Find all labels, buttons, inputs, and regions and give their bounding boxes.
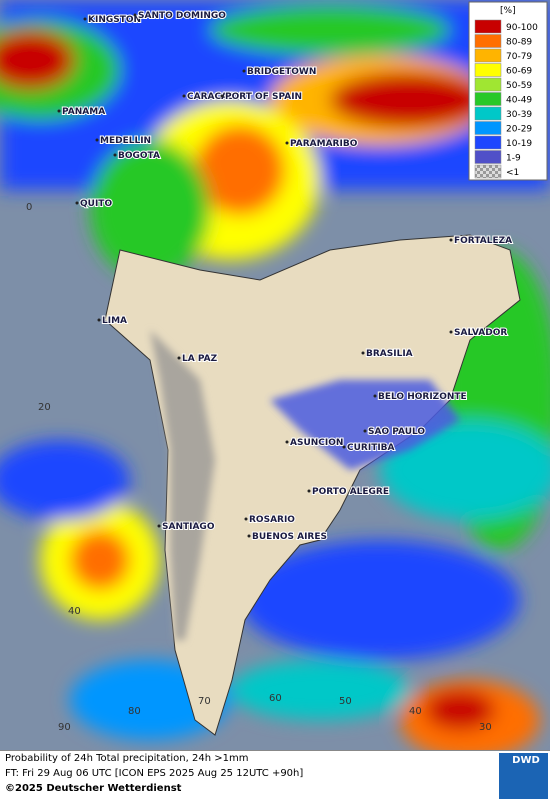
city-marker <box>242 69 246 73</box>
lon-label: 40 <box>409 706 422 717</box>
city-marker <box>285 141 289 145</box>
city-label: PANAMA <box>62 107 105 117</box>
legend-swatch <box>474 150 502 164</box>
city-marker <box>157 524 161 528</box>
lat-label: 0 <box>26 202 32 213</box>
city-label: PORTO ALEGRE <box>312 487 389 497</box>
city-label: MEDELLIN <box>100 136 151 146</box>
legend-label: 70-79 <box>506 52 532 62</box>
city-marker <box>285 440 289 444</box>
city-label: BELO HORIZONTE <box>378 392 467 402</box>
city-marker <box>57 109 61 113</box>
lon-label: 30 <box>479 722 492 733</box>
legend-label: 1-9 <box>506 154 521 164</box>
city-marker <box>97 318 101 322</box>
city-marker <box>361 351 365 355</box>
forecast-time: FT: Fri 29 Aug 06 UTC [ICON EPS 2025 Aug… <box>5 768 304 779</box>
legend-swatch <box>474 34 502 48</box>
city-marker <box>95 138 99 142</box>
legend-label: 60-69 <box>506 67 532 77</box>
legend-label: 30-39 <box>506 110 532 120</box>
city-label: BOGOTA <box>118 151 160 161</box>
city-label: SANTIAGO <box>162 522 215 532</box>
city-label: SALVADOR <box>454 328 507 338</box>
legend-swatch <box>474 121 502 135</box>
city-label: KINGSTON <box>88 15 141 25</box>
legend-label: 50-59 <box>506 81 532 91</box>
legend-swatch <box>474 92 502 106</box>
continent <box>104 234 521 736</box>
lat-label: 20 <box>38 402 51 413</box>
lat-label: 40 <box>68 606 81 617</box>
city-marker <box>177 356 181 360</box>
city-label: ASUNCION <box>290 438 343 448</box>
city-label: LIMA <box>102 316 127 326</box>
city-marker <box>449 330 453 334</box>
legend-swatch <box>474 77 502 92</box>
city-label: CARACAS <box>187 92 235 102</box>
legend-swatch <box>474 63 502 77</box>
lon-label: 50 <box>339 696 352 707</box>
logo-text: DWD <box>512 755 540 766</box>
city-marker <box>363 429 367 433</box>
legend-swatch <box>474 106 502 121</box>
legend-label: <1 <box>506 168 519 178</box>
legend-label: 40-49 <box>506 96 532 106</box>
city-marker <box>133 13 137 17</box>
city-label: BRIDGETOWN <box>247 67 316 77</box>
city-label: SAO PAULO <box>368 427 425 437</box>
footer: Probability of 24h Total precipitation, … <box>0 750 550 800</box>
city-label: LA PAZ <box>182 354 218 364</box>
city-marker <box>75 201 79 205</box>
city-marker <box>220 94 224 98</box>
lon-label: 70 <box>198 696 211 707</box>
legend-swatch <box>474 135 502 150</box>
city-marker <box>113 153 117 157</box>
legend-swatch <box>474 164 502 179</box>
city-marker <box>373 394 377 398</box>
lon-label: 80 <box>128 706 141 717</box>
legend-label: 90-100 <box>506 23 538 33</box>
legend-swatch <box>474 48 502 63</box>
city-marker <box>247 534 251 538</box>
rain-over-land <box>270 380 460 470</box>
city-label: SANTO DOMINGO <box>138 11 226 21</box>
city-label: BRASILIA <box>366 349 413 359</box>
city-marker <box>307 489 311 493</box>
lon-label: 90 <box>58 722 71 733</box>
city-label: PORT OF SPAIN <box>225 92 302 102</box>
legend-title: [%] <box>500 6 516 16</box>
city-label: CURITIBA <box>347 443 395 453</box>
city-marker <box>342 445 346 449</box>
legend-label: 10-19 <box>506 139 532 149</box>
city-marker <box>182 94 186 98</box>
city-marker <box>449 238 453 242</box>
precip-field <box>0 0 550 750</box>
city-label: ROSARIO <box>249 515 295 525</box>
legend-label: 80-89 <box>506 38 532 48</box>
copyright: ©2025 Deutscher Wetterdienst <box>5 783 182 794</box>
city-marker <box>83 17 87 21</box>
legend-label: 20-29 <box>506 125 532 135</box>
andes <box>150 330 215 640</box>
legend: [%] 90-100 80-89 70-79 60-69 50-59 40-49 30-39… <box>468 1 548 181</box>
city-label: QUITO <box>80 199 112 209</box>
logo: DWD <box>499 753 548 799</box>
city-label: BUENOS AIRES <box>252 532 327 542</box>
caption: Probability of 24h Total precipitation, … <box>5 753 249 764</box>
city-label: PARAMARIBO <box>290 139 358 149</box>
legend-swatch <box>474 19 502 34</box>
city-label: FORTALEZA <box>454 236 512 246</box>
lon-label: 60 <box>269 693 282 704</box>
city-marker <box>244 517 248 521</box>
